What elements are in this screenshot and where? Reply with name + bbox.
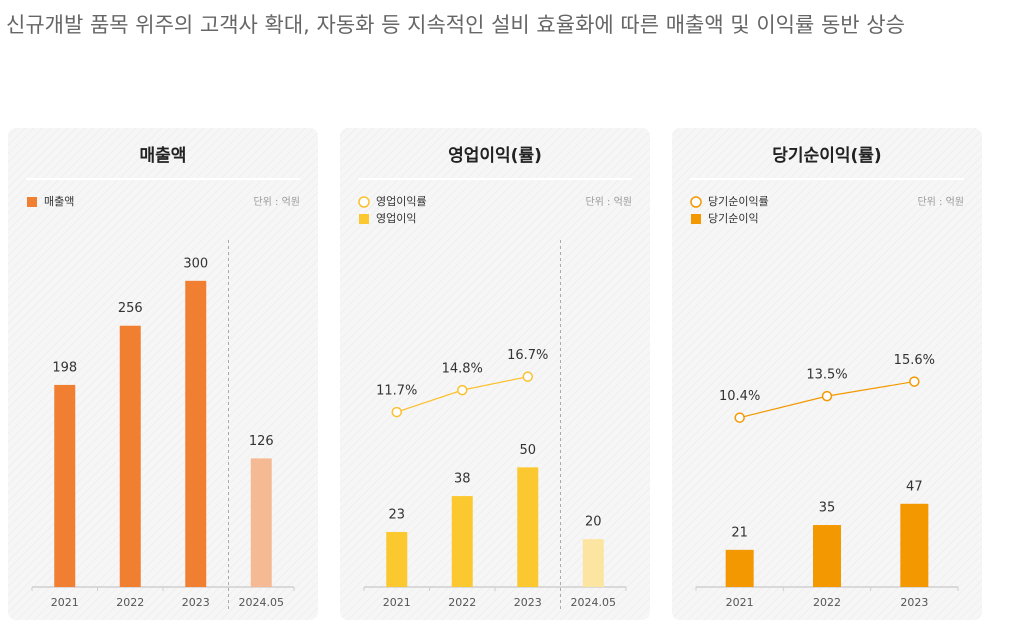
line-value-label: 10.4% <box>719 389 760 404</box>
x-tick-label: 2021 <box>383 596 411 609</box>
bar-value-label: 256 <box>118 301 143 316</box>
bar-value-label: 47 <box>906 479 923 494</box>
bar <box>250 458 272 587</box>
bar <box>119 325 141 587</box>
line-value-label: 15.6% <box>894 353 935 368</box>
chart-title: 매출액 <box>140 146 187 166</box>
line-point <box>909 376 920 387</box>
legend-marker <box>691 214 701 224</box>
legend-marker <box>359 214 369 224</box>
panel <box>340 128 650 620</box>
legend-label: 영업이익률 <box>376 195 427 208</box>
bar-value-label: 21 <box>731 525 748 540</box>
bar-value-label: 35 <box>819 501 836 516</box>
bar-value-label: 198 <box>52 360 77 375</box>
bar-value-label: 23 <box>388 507 405 522</box>
legend-marker <box>358 196 370 208</box>
chart-title: 영업이익(률) <box>448 146 542 166</box>
line-point <box>522 371 533 382</box>
bar <box>582 539 604 587</box>
unit-label: 단위 : 억원 <box>585 195 632 208</box>
x-tick-label: 2021 <box>726 596 754 609</box>
unit-label: 단위 : 억원 <box>917 195 964 208</box>
bar <box>900 503 929 587</box>
bar-value-label: 38 <box>454 472 471 487</box>
chart-title: 당기순이익(률) <box>772 146 881 166</box>
line-point <box>734 412 745 423</box>
line-value-label: 11.7% <box>376 384 417 399</box>
line-value-label: 16.7% <box>507 348 548 363</box>
x-tick-label: 2024.05 <box>239 596 285 609</box>
x-tick-label: 2023 <box>514 596 542 609</box>
headline: 신규개발 품목 위주의 고객사 확대, 자동화 등 지속적인 설비 효율화에 따… <box>6 13 905 37</box>
bar-value-label: 126 <box>249 434 274 449</box>
line-point <box>821 390 833 402</box>
bar-value-label: 300 <box>183 256 208 271</box>
legend-label: 매출액 <box>44 195 74 208</box>
x-tick-label: 2022 <box>813 596 841 609</box>
bar-value-label: 50 <box>519 443 536 458</box>
bar <box>813 525 841 587</box>
x-tick-label: 2021 <box>51 596 79 609</box>
line-value-label: 14.8% <box>442 362 483 377</box>
line-point <box>457 384 468 396</box>
x-tick-label: 2022 <box>448 596 476 609</box>
bar-value-label: 20 <box>585 515 602 530</box>
line-value-label: 13.5% <box>806 368 847 383</box>
x-tick-label: 2024.05 <box>571 596 617 609</box>
unit-label: 단위 : 억원 <box>253 195 300 208</box>
panel <box>672 128 982 620</box>
bar <box>517 467 539 587</box>
bar <box>725 549 754 587</box>
legend-label: 당기순이익률 <box>708 195 769 208</box>
legend-marker <box>690 196 702 208</box>
x-tick-label: 2023 <box>900 596 928 609</box>
panel <box>8 128 318 620</box>
bar <box>185 280 207 587</box>
legend-label: 당기순이익 <box>708 212 759 225</box>
x-tick-label: 2023 <box>182 596 210 609</box>
bar <box>451 496 473 587</box>
x-tick-label: 2022 <box>116 596 144 609</box>
line-point <box>391 406 402 418</box>
bar <box>386 531 408 587</box>
legend-marker <box>27 197 37 207</box>
legend-label: 영업이익 <box>376 212 416 225</box>
bar <box>54 384 76 587</box>
